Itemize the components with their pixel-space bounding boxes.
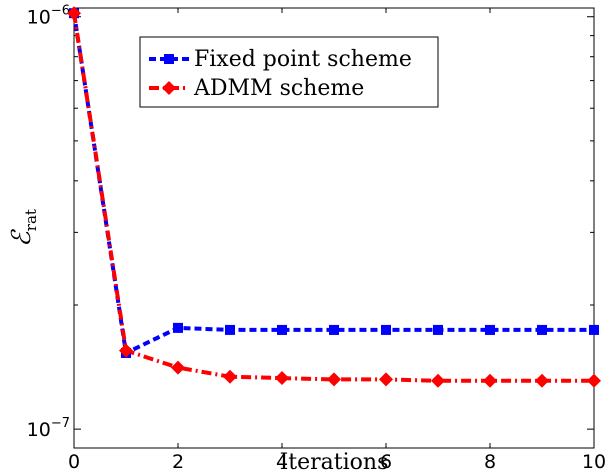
series-point-0 [329, 324, 339, 335]
series-point-1 [223, 369, 237, 384]
series-point-1 [67, 6, 81, 21]
series-point-1 [535, 373, 549, 388]
svg-text:ℰrat: ℰrat [7, 209, 40, 247]
x-tick-label: 0 [68, 451, 80, 471]
series-point-0 [225, 324, 235, 335]
series-point-0 [277, 324, 287, 335]
series-point-0 [537, 324, 547, 335]
series-point-0 [589, 324, 599, 335]
legend-item-fixed-point: Fixed point scheme [149, 47, 412, 72]
series-point-1 [275, 371, 289, 386]
series-point-1 [587, 373, 601, 388]
series-point-0 [485, 324, 495, 335]
legend-label-admm: ADMM scheme [193, 76, 364, 101]
series-point-1 [171, 360, 185, 375]
series-point-1 [431, 373, 445, 388]
series-point-1 [483, 373, 497, 388]
x-tick-label: 2 [172, 451, 184, 471]
series-point-1 [379, 372, 393, 387]
axis-ticks: 0 2 4 6 8 10 10−7 10−6 [27, 4, 606, 471]
series-point-0 [381, 324, 391, 335]
x-tick-label: 8 [484, 451, 496, 471]
series-layer [67, 6, 601, 388]
legend-box [139, 36, 439, 108]
y-tick-label: 10−6 [27, 4, 70, 29]
legend-label-fixed-point: Fixed point scheme [194, 47, 412, 72]
y-axis-title-group: ℰrat [7, 209, 40, 247]
legend-item-admm: ADMM scheme [149, 76, 364, 101]
series-line-0 [72, 12, 594, 356]
x-axis-title: Iterations [280, 450, 389, 471]
y-axis-title: ℰ [7, 229, 37, 247]
x-tick-label: 10 [582, 451, 606, 471]
x-tick-label: 4 [276, 451, 288, 471]
legend-marker-fixed-point [164, 54, 174, 64]
series-point-1 [327, 372, 341, 387]
series-line-1 [72, 12, 594, 383]
y-tick-label: 10−7 [27, 416, 70, 441]
series-point-0 [173, 322, 183, 333]
series-point-1 [119, 343, 133, 358]
y-axis-title-subscript: rat [22, 209, 40, 231]
legend-marker-admm [162, 81, 176, 95]
legend: Fixed point scheme ADMM scheme [139, 36, 439, 108]
series-point-0 [433, 324, 443, 335]
x-tick-label: 6 [380, 451, 392, 471]
